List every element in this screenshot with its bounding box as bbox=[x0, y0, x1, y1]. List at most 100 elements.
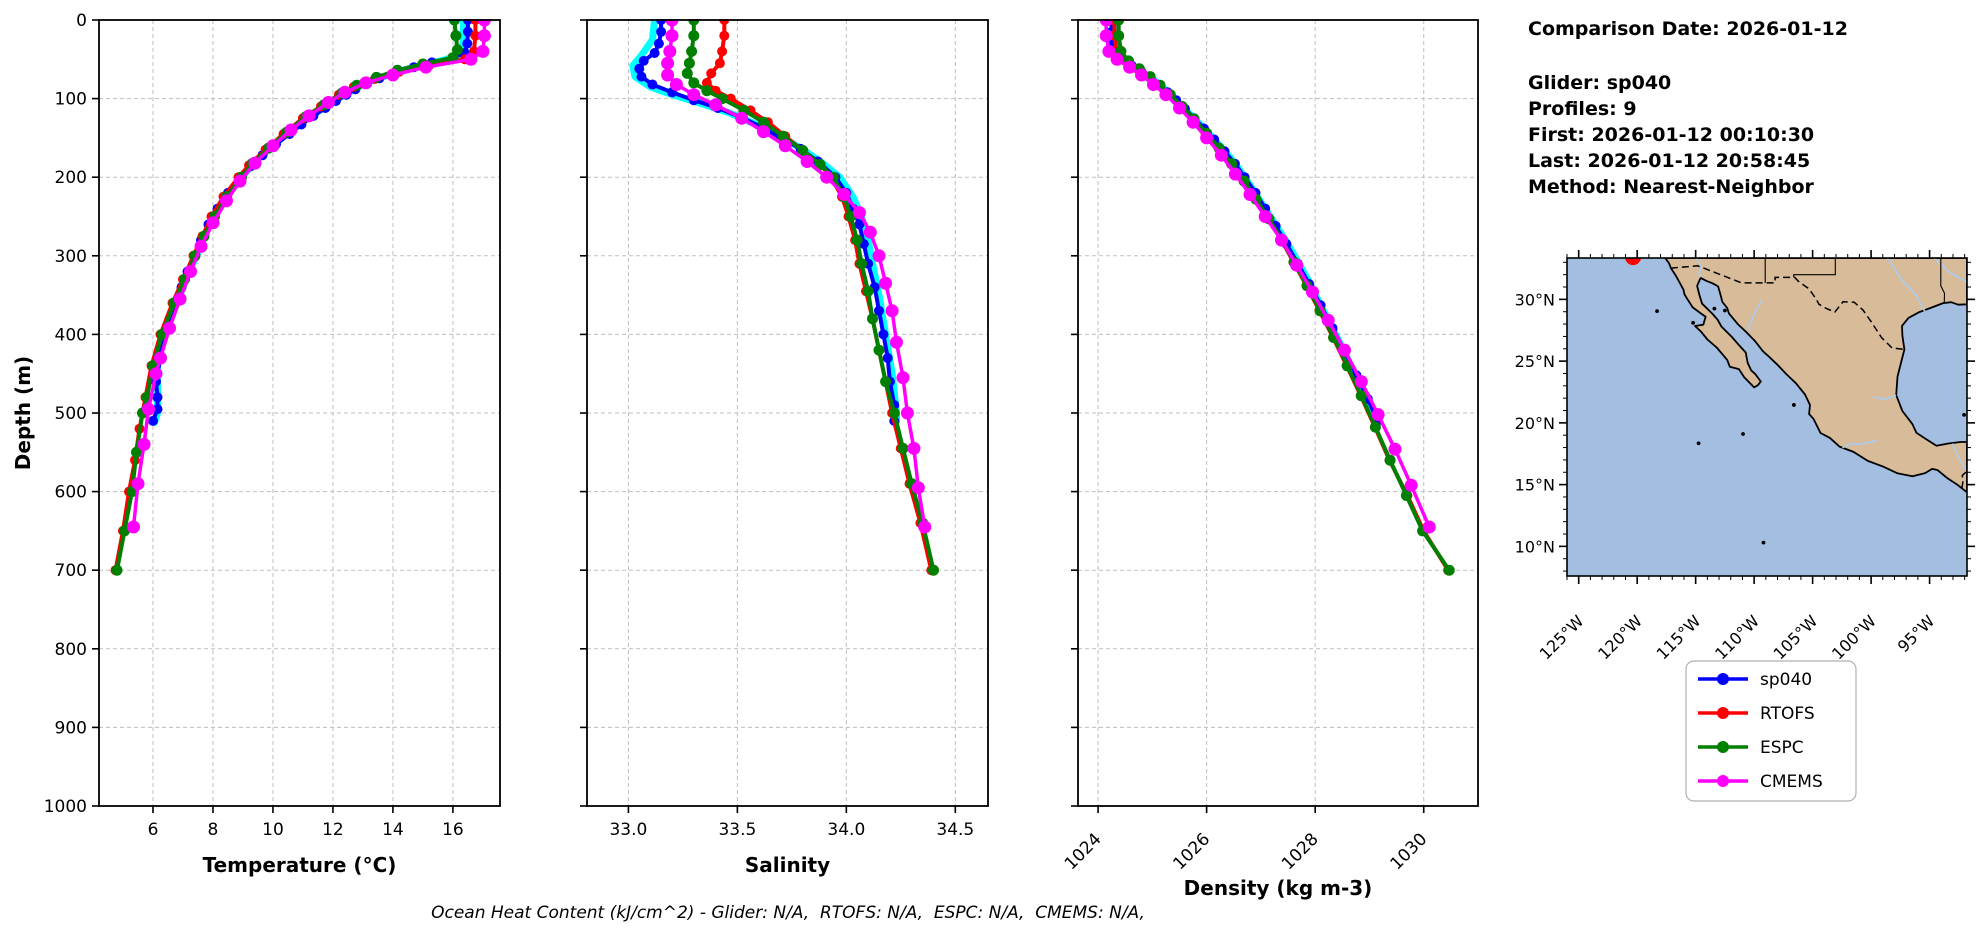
series-marker-CMEMS bbox=[184, 265, 197, 278]
y-tick-label: 900 bbox=[55, 718, 87, 738]
series-layer bbox=[629, 19, 939, 576]
series-marker-CMEMS bbox=[266, 139, 280, 153]
legend-label-sp040: sp040 bbox=[1760, 670, 1812, 690]
series-marker-RTOFS bbox=[470, 30, 481, 41]
x-tick-label: 33.0 bbox=[609, 820, 647, 840]
series-marker-sp040 bbox=[152, 404, 163, 415]
map-river bbox=[1933, 258, 1967, 283]
series-marker-CMEMS bbox=[194, 239, 208, 253]
series-marker-CMEMS bbox=[419, 60, 433, 74]
series-marker-CMEMS bbox=[1135, 68, 1148, 82]
profiles-count: Profiles: 9 bbox=[1528, 98, 1637, 120]
map-state-border bbox=[1940, 258, 1946, 303]
series-marker-ESPC bbox=[867, 313, 878, 325]
map-longitude-label: 115°W bbox=[1653, 611, 1705, 663]
series-marker-CMEMS bbox=[1404, 478, 1418, 492]
series-marker-RTOFS bbox=[719, 30, 730, 41]
series-marker-CMEMS bbox=[233, 174, 247, 188]
map-island bbox=[1691, 320, 1695, 325]
map-international-border bbox=[1961, 470, 1967, 489]
legend-marker-CMEMS bbox=[1717, 775, 1729, 787]
series-marker-sp040 bbox=[148, 415, 158, 426]
series-marker-CMEMS bbox=[206, 216, 220, 230]
series-marker-ESPC bbox=[897, 442, 909, 454]
series-marker-CMEMS bbox=[885, 304, 899, 318]
y-tick-label: 0 bbox=[76, 11, 87, 31]
series-marker-CMEMS bbox=[1214, 148, 1228, 162]
comparison-info: Comparison Date: 2026-01-12 Glider: sp04… bbox=[1528, 16, 1848, 200]
first-profile-time: First: 2026-01-12 00:10:30 bbox=[1528, 124, 1815, 146]
series-marker-CMEMS bbox=[1354, 375, 1368, 389]
series-marker-ESPC bbox=[688, 30, 700, 42]
legend-box bbox=[1685, 660, 1857, 802]
map-river bbox=[1873, 394, 1897, 401]
series-marker-ESPC bbox=[888, 407, 900, 419]
map-latitude-label: 15°N bbox=[1515, 476, 1555, 495]
series-marker-sp040 bbox=[874, 305, 884, 316]
last-profile-time: Last: 2026-01-12 20:58:45 bbox=[1528, 150, 1811, 172]
series-marker-CMEMS bbox=[837, 188, 851, 201]
series-marker-sp040 bbox=[878, 329, 889, 340]
series-marker-ESPC bbox=[862, 285, 874, 297]
y-tick-label: 500 bbox=[55, 404, 87, 424]
series-marker-CMEMS bbox=[127, 520, 140, 534]
series-marker-CMEMS bbox=[896, 371, 910, 385]
series-marker-RTOFS bbox=[717, 46, 728, 57]
x-tick-label: 12 bbox=[322, 820, 344, 840]
density-panel: 1024 1026 1028 1030 Density (kg m-3) bbox=[1061, 19, 1479, 900]
map-island bbox=[1741, 432, 1745, 436]
series-marker-CMEMS bbox=[863, 225, 877, 239]
series-marker-ESPC bbox=[1355, 390, 1367, 402]
series-marker-CMEMS bbox=[872, 249, 886, 263]
map-river bbox=[1886, 258, 1926, 313]
map-longitude-label: 105°W bbox=[1770, 611, 1822, 663]
glider-name: Glider: sp040 bbox=[1528, 72, 1672, 94]
x-tick-label: 34.0 bbox=[827, 820, 865, 840]
series-marker-CMEMS bbox=[1243, 188, 1257, 201]
map-island bbox=[1655, 309, 1659, 314]
series-marker-CMEMS bbox=[918, 520, 932, 534]
series-marker-CMEMS bbox=[1146, 78, 1160, 91]
series-marker-sp040 bbox=[882, 353, 893, 363]
series-marker-CMEMS bbox=[1371, 408, 1385, 422]
series-marker-ESPC bbox=[450, 30, 462, 42]
series-marker-CMEMS bbox=[1200, 131, 1214, 145]
map-longitude-label: 95°W bbox=[1894, 611, 1939, 656]
series-marker-CMEMS bbox=[477, 29, 491, 43]
series-layer bbox=[110, 19, 491, 576]
salinity-panel: 33.0 33.5 34.0 34.5 Salinity bbox=[580, 19, 989, 877]
series-marker-CMEMS bbox=[1228, 167, 1242, 181]
map-river bbox=[1746, 300, 1763, 331]
series-marker-CMEMS bbox=[1388, 442, 1402, 456]
series-marker-CMEMS bbox=[142, 402, 155, 416]
series-marker-CMEMS bbox=[778, 139, 792, 153]
series-marker-ESPC bbox=[686, 45, 698, 57]
legend: sp040 RTOFS ESPC CMEMS bbox=[1685, 660, 1857, 802]
map-longitude-label: 110°W bbox=[1711, 611, 1763, 663]
series-marker-RTOFS bbox=[714, 58, 725, 69]
legend-label-ESPC: ESPC bbox=[1760, 738, 1804, 758]
series-marker-CMEMS bbox=[1123, 60, 1137, 74]
series-marker-CMEMS bbox=[1110, 52, 1124, 66]
y-tick-label: 600 bbox=[55, 483, 87, 503]
map-island bbox=[1696, 441, 1701, 446]
map-longitude-label: 125°W bbox=[1536, 611, 1588, 663]
map-latitude-label: 25°N bbox=[1515, 352, 1555, 371]
x-tick-label: 6 bbox=[148, 820, 159, 840]
series-marker-CMEMS bbox=[1422, 520, 1436, 534]
series-marker-ESPC bbox=[777, 130, 789, 142]
legend-label-CMEMS: CMEMS bbox=[1760, 772, 1823, 792]
series-marker-CMEMS bbox=[890, 335, 903, 349]
y-axis-label: Depth (m) bbox=[11, 356, 35, 470]
series-marker-CMEMS bbox=[709, 98, 723, 112]
series-marker-CMEMS bbox=[1173, 101, 1186, 115]
series-marker-CMEMS bbox=[321, 96, 335, 109]
temperature-panel: 6 8 10 12 14 16 0 100 200 300 400 500 600 700 800 900 10… bbox=[11, 11, 501, 877]
series-marker-sp040 bbox=[649, 48, 660, 58]
series-marker-sp040 bbox=[647, 79, 658, 90]
series-marker-CMEMS bbox=[476, 44, 490, 58]
y-tick-label: 800 bbox=[55, 640, 87, 660]
y-tick-label: 400 bbox=[55, 325, 87, 345]
legend-marker-ESPC bbox=[1717, 741, 1729, 753]
